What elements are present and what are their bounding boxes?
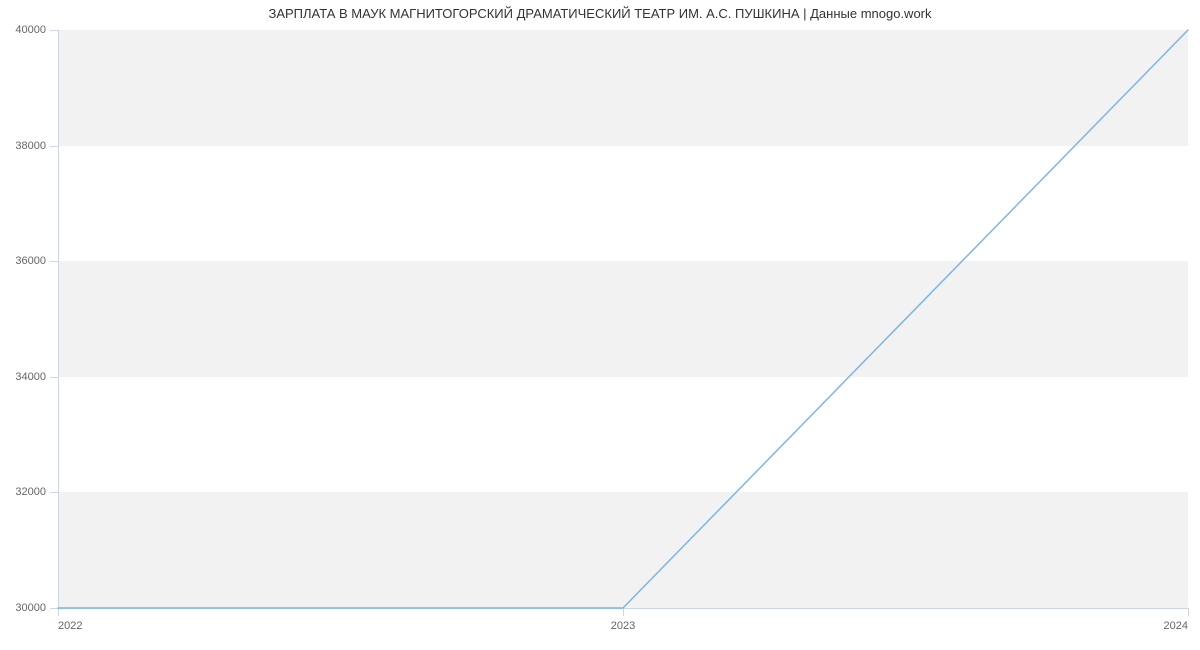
y-tick-label: 36000 xyxy=(15,255,46,267)
y-tick xyxy=(50,146,58,147)
y-tick-label: 38000 xyxy=(15,140,46,152)
plot-area: 3000032000340003600038000400002022202320… xyxy=(58,30,1188,608)
y-tick xyxy=(50,261,58,262)
x-tick xyxy=(1188,608,1189,616)
x-tick-label: 2022 xyxy=(58,620,82,632)
x-tick-label: 2023 xyxy=(611,620,635,632)
x-tick-label: 2024 xyxy=(1164,620,1188,632)
salary-line-chart: ЗАРПЛАТА В МАУК МАГНИТОГОРСКИЙ ДРАМАТИЧЕ… xyxy=(0,0,1200,650)
y-tick xyxy=(50,492,58,493)
y-tick-label: 34000 xyxy=(15,371,46,383)
line-series xyxy=(58,30,1188,608)
chart-title: ЗАРПЛАТА В МАУК МАГНИТОГОРСКИЙ ДРАМАТИЧЕ… xyxy=(0,6,1200,21)
y-tick-label: 40000 xyxy=(15,24,46,36)
y-tick-label: 30000 xyxy=(15,602,46,614)
y-tick xyxy=(50,30,58,31)
y-tick xyxy=(50,608,58,609)
x-tick xyxy=(58,608,59,616)
y-tick-label: 32000 xyxy=(15,486,46,498)
x-tick xyxy=(623,608,624,616)
y-tick xyxy=(50,377,58,378)
